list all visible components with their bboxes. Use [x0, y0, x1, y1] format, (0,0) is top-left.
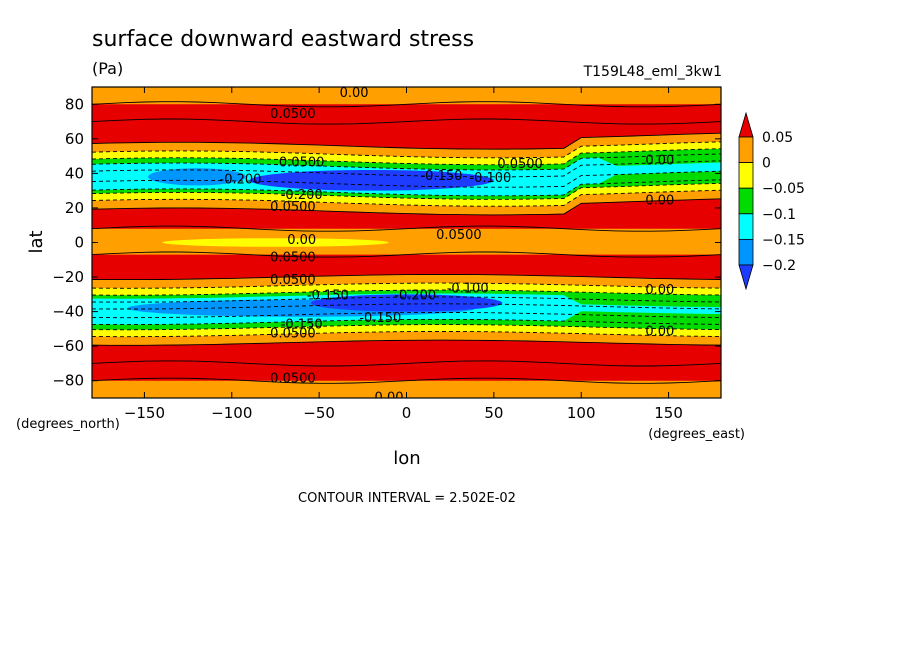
contour-line-north-neg-1 [92, 148, 721, 166]
band-orange-equator [92, 228, 721, 255]
colorbar-segment [738, 238, 754, 266]
colorbar-label: 0 [762, 156, 771, 172]
colorbar-label: −0.05 [762, 181, 805, 197]
colorbar: 0.05 0 −0.05 −0.1 −0.15 −0.2 [738, 111, 805, 291]
x-tick-label: −150 [124, 404, 165, 422]
x-tick-label: 100 [567, 404, 596, 422]
y-tick-label: −20 [52, 268, 84, 286]
colorbar-extend-min [738, 264, 754, 291]
contour-line-layer [92, 101, 721, 384]
colorbar-label: −0.2 [762, 258, 796, 274]
contour-label: 0.0500 [436, 228, 482, 243]
contour-label: -0.100 [447, 281, 489, 296]
y-tick-label: 20 [65, 199, 84, 217]
colorbar-segment [738, 162, 754, 189]
band-orange-south-cap [92, 380, 721, 398]
contour-line-north-neg-7 [92, 189, 721, 207]
blob-darkblue-south [310, 294, 503, 312]
contour-label: -0.200 [281, 188, 323, 203]
contour-label: 0.00 [645, 325, 674, 340]
colorbar-segment [738, 213, 754, 240]
y-axis-label: lat [26, 230, 47, 253]
contour-line-pos-1 [92, 118, 721, 125]
colorbar-label: 0.05 [762, 130, 793, 146]
contour-label: 0.00 [375, 390, 404, 405]
contour-label: -0.200 [220, 173, 262, 188]
contour-label: -0.150 [420, 169, 462, 184]
contour-line-pos-3 [92, 251, 721, 258]
blob-darkblue-north [249, 170, 494, 191]
contour-label: 0.0500 [497, 157, 543, 172]
blob-blue-north-west [147, 168, 246, 186]
contour-line-north-neg-4 [92, 170, 721, 188]
plot-area: 0.00 0.0500 0.0500 0.0500 0.00 -0.200 -0.150 -0… [92, 86, 721, 405]
contour-label-layer: 0.00 0.0500 0.0500 0.0500 0.00 -0.200 -0.150 -0… [220, 86, 675, 405]
x-tick-label: −100 [211, 404, 252, 422]
contour-line-north-neg-0 [92, 141, 721, 159]
colorbar-label: −0.15 [762, 232, 805, 248]
y-tick-label: 40 [65, 164, 84, 182]
y-tick-label: 60 [65, 130, 84, 148]
y-tick-label: 80 [65, 95, 84, 113]
colorbar-label: −0.1 [762, 207, 796, 223]
contour-label: -0.150 [359, 311, 401, 326]
x-axis: −150 −100 −50 0 50 100 150 [124, 87, 683, 422]
contour-label: 0.00 [645, 154, 674, 169]
colorbar-segment [738, 187, 754, 215]
contour-interval-note: CONTOUR INTERVAL = 2.502E-02 [298, 491, 516, 506]
x-axis-label: lon [393, 448, 420, 469]
contour-line-pos-5 [92, 377, 721, 384]
contour-label: 0.00 [645, 193, 674, 208]
x-tick-label: 0 [402, 404, 412, 422]
contour-line-pos-0 [92, 101, 721, 108]
contour-label: -0.150 [281, 318, 323, 333]
chart-title: surface downward eastward stress [92, 27, 474, 52]
contour-line-north-neg-5 [92, 179, 721, 197]
contour-label: 0.0500 [279, 155, 325, 170]
y-units-label: (degrees_north) [16, 417, 120, 432]
contour-label: 0.0500 [270, 250, 316, 265]
band-orange-north-cap [92, 87, 721, 105]
contour-label: 0.00 [287, 233, 316, 248]
contour-line-north-zero-1 [92, 198, 721, 216]
contour-line-north-neg-6 [92, 182, 721, 200]
blob-yellow-equator [161, 238, 389, 247]
contour-label: 0.0500 [270, 273, 316, 288]
contour-label: -0.100 [469, 171, 511, 186]
colorbar-extend-max [738, 111, 754, 138]
x-units-label: (degrees_east) [648, 427, 745, 442]
contour-line-north-zero-0 [92, 132, 721, 150]
y-tick-label: −60 [52, 337, 84, 355]
x-tick-label: 50 [484, 404, 503, 422]
contour-label: 0.0500 [270, 371, 316, 386]
y-tick-label: 0 [74, 234, 84, 252]
contour-label: -0.200 [394, 288, 436, 303]
contour-line-north-neg-3 [92, 160, 721, 178]
contour-label: 0.0500 [270, 200, 316, 215]
contour-line-pos-4 [92, 360, 721, 367]
y-axis: −80 −60 −40 −20 0 20 40 60 80 [52, 95, 721, 390]
units-label: (Pa) [92, 59, 123, 78]
contour-label: 0.0500 [270, 107, 316, 122]
contour-line-pos-2 [92, 225, 721, 232]
x-tick-label: 150 [654, 404, 683, 422]
contour-line-south-zero-1 [92, 339, 721, 346]
contour-line-north-neg-2 [92, 153, 721, 171]
contour-label: 0.00 [645, 283, 674, 298]
run-label: T159L48_eml_3kw1 [583, 64, 722, 80]
contour-label: -0.150 [307, 288, 349, 303]
y-tick-label: −80 [52, 372, 84, 390]
contour-label: 0.00 [340, 86, 369, 101]
contour-line-south-zero-0 [92, 274, 721, 281]
x-tick-label: −50 [303, 404, 335, 422]
y-tick-label: −40 [52, 303, 84, 321]
contour-label: 0.0500 [270, 326, 316, 341]
colorbar-segment [738, 136, 754, 164]
